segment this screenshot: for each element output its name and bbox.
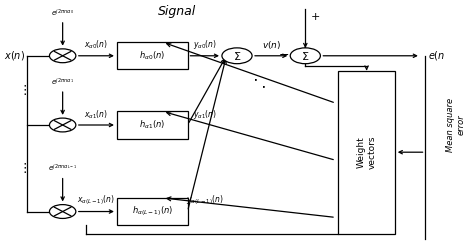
Bar (117, 198, 188, 225)
Circle shape (49, 204, 76, 218)
Circle shape (222, 48, 252, 64)
Text: $y_{\alpha 1}(n)$: $y_{\alpha 1}(n)$ (193, 108, 217, 120)
Text: $+$: $+$ (310, 11, 320, 22)
Text: $\bf{\cdot}$: $\bf{\cdot}$ (254, 73, 258, 83)
Text: $\Sigma$: $\Sigma$ (233, 50, 241, 62)
Text: $x(n)$: $x(n)$ (4, 49, 25, 62)
Text: $y_{\alpha 0}(n)$: $y_{\alpha 0}(n)$ (193, 38, 217, 51)
Text: $x_{\alpha 0}(n)$: $x_{\alpha 0}(n)$ (84, 39, 109, 51)
Text: Signal: Signal (158, 5, 196, 18)
Circle shape (49, 118, 76, 132)
Text: $-$: $-$ (278, 48, 289, 61)
Circle shape (290, 48, 320, 64)
Text: Mean square
error: Mean square error (447, 98, 466, 152)
Text: Weight
vectors: Weight vectors (357, 136, 376, 169)
Text: $e^{j2\pi n\alpha_0}$: $e^{j2\pi n\alpha_0}$ (51, 8, 74, 19)
Text: $v(n)$: $v(n)$ (262, 39, 281, 51)
Text: $\bf{\cdot}$: $\bf{\cdot}$ (261, 80, 265, 90)
Text: $h_{\alpha 0}(n)$: $h_{\alpha 0}(n)$ (139, 50, 165, 62)
Bar (338, 70, 395, 234)
Text: $\vdots$: $\vdots$ (18, 84, 27, 98)
Bar (117, 112, 188, 138)
Bar (117, 42, 188, 69)
Text: $e^{j2\pi n\alpha_1}$: $e^{j2\pi n\alpha_1}$ (51, 76, 74, 88)
Text: $x_{\alpha(L-1)}(n)$: $x_{\alpha(L-1)}(n)$ (77, 193, 115, 207)
Text: $e(n$: $e(n$ (428, 49, 445, 62)
Text: $y_{\alpha(L-1)}(n)$: $y_{\alpha(L-1)}(n)$ (186, 193, 224, 207)
Circle shape (49, 49, 76, 63)
Text: $h_{\alpha 1}(n)$: $h_{\alpha 1}(n)$ (139, 119, 165, 131)
Text: $\Sigma$: $\Sigma$ (301, 50, 310, 62)
Text: $e^{j2\pi n\alpha_{L-1}}$: $e^{j2\pi n\alpha_{L-1}}$ (48, 163, 77, 174)
Text: $x_{\alpha 1}(n)$: $x_{\alpha 1}(n)$ (84, 108, 109, 120)
Text: $\vdots$: $\vdots$ (18, 161, 27, 175)
Text: $h_{\alpha(L-1)}(n)$: $h_{\alpha(L-1)}(n)$ (131, 205, 173, 218)
